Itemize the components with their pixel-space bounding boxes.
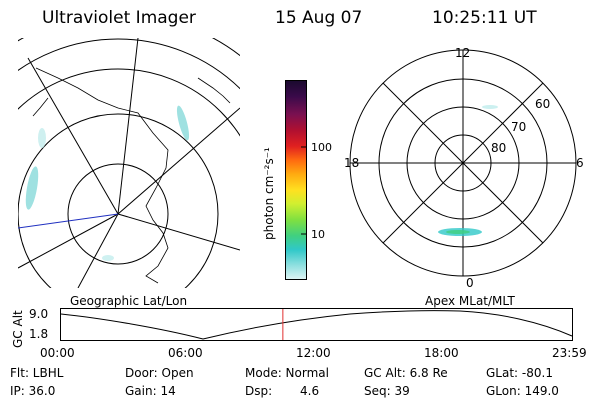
meridian-1 (27, 57, 119, 215)
aurora-oval-faint (482, 105, 498, 109)
terminator-line (18, 213, 119, 229)
meridian-3 (117, 107, 240, 215)
geo-circle-3 (18, 68, 240, 137)
coastline (32, 67, 169, 284)
meridian-6 (18, 213, 119, 269)
altitude-xtick-3: 18:00 (424, 346, 459, 360)
altitude-plot (60, 308, 573, 341)
aurora-patches (25, 105, 190, 261)
status-filter: Flt: LBHL (10, 366, 64, 380)
date-label: 15 Aug 07 (275, 8, 363, 28)
status-gc-alt: GC Alt: 6.8 Re (364, 366, 448, 380)
status-glat: GLat: -80.1 (486, 366, 553, 380)
mlat-label-80: 80 (491, 141, 507, 155)
altitude-xtick-2: 12:00 (296, 346, 331, 360)
status-gain: Gain: 14 (125, 384, 176, 398)
status-seq: Seq: 39 (364, 384, 410, 398)
altitude-xtick-0: 00:00 (40, 346, 75, 360)
left-panel-label: Geographic Lat/Lon (70, 294, 188, 308)
mlt-line-diag-2 (382, 82, 544, 244)
meridian-2 (117, 38, 139, 215)
altitude-xtick-1: 06:00 (168, 346, 203, 360)
status-dsp-value: 4.6 (300, 384, 320, 398)
coastline-east (197, 77, 231, 104)
aurora-patch-3 (38, 128, 46, 148)
aurora-patch-1 (176, 105, 190, 141)
colorbar-tick-label-10: 10 (311, 228, 325, 241)
aurora-patch-2 (25, 166, 39, 210)
mlt-label-12: 12 (455, 46, 471, 60)
mlt-label-6: 6 (576, 156, 584, 170)
aurora-patch-4 (102, 255, 114, 261)
time-label: 10:25:11 UT (432, 8, 537, 28)
aurora-oval (438, 105, 498, 236)
status-door: Door: Open (125, 366, 194, 380)
meridian-4 (117, 213, 240, 251)
mlat-label-60: 60 (535, 97, 551, 111)
mlt-label-0: 0 (466, 276, 474, 290)
altitude-plot-frame (60, 308, 573, 341)
magnetic-polar-plot (349, 49, 577, 277)
instrument-title: Ultraviolet Imager (42, 8, 196, 28)
geo-circle-2 (18, 113, 219, 288)
altitude-ytick-min: 1.8 (29, 327, 49, 341)
status-dsp-label: Dsp: (245, 384, 273, 398)
colorbar-gradient (285, 80, 307, 280)
mlat-label-70: 70 (511, 120, 527, 134)
altitude-ylabel: GC Alt (11, 310, 25, 348)
altitude-curve (60, 310, 573, 340)
colorbar-unit-label: photon cm⁻²s⁻¹ (262, 147, 276, 240)
colorbar (285, 80, 307, 280)
status-mode: Mode: Normal (245, 366, 329, 380)
geographic-map (18, 38, 240, 288)
mlt-label-18: 18 (344, 156, 360, 170)
meridian-5 (77, 213, 119, 288)
altitude-xtick-4: 23:59 (552, 346, 587, 360)
status-ip: IP: 36.0 (10, 384, 56, 398)
altitude-ytick-max: 9.0 (29, 307, 49, 321)
geo-circle-4 (18, 38, 240, 90)
status-glon: GLon: 149.0 (486, 384, 559, 398)
right-panel-label: Apex MLat/MLT (425, 294, 515, 308)
geo-circle-inner (67, 163, 169, 265)
colorbar-tick-label-100: 100 (311, 141, 332, 154)
